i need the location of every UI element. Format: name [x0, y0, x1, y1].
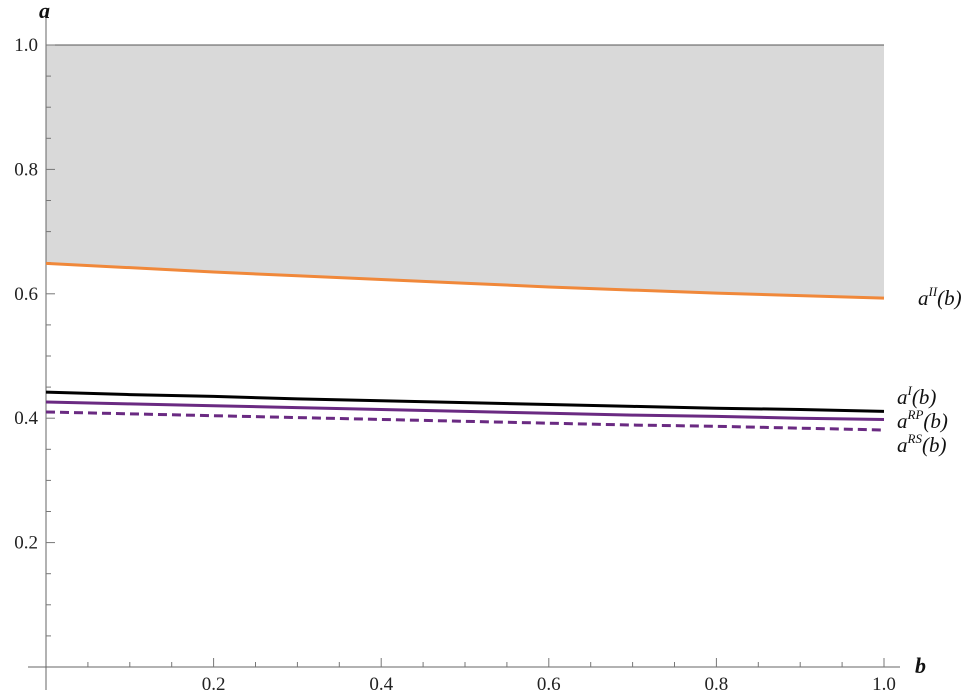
series-line-rs — [45, 410, 885, 432]
series-label-rs: aRS(b) — [897, 431, 946, 457]
x-tick-label: 1.0 — [872, 674, 896, 695]
shaded-region-layer — [46, 44, 884, 299]
series-line-rp — [45, 400, 885, 421]
series-line-ii — [45, 261, 885, 300]
y-axis-title: a — [39, 0, 50, 23]
series-labels: aII(b) aI(b)aRP(b)aRS(b) — [897, 284, 962, 457]
series-lines — [45, 261, 885, 432]
x-tick-label: 0.4 — [369, 674, 393, 695]
x-tick-label: 0.2 — [202, 674, 226, 695]
y-tick-label: 0.8 — [14, 159, 38, 180]
y-tick-label: 0.2 — [14, 533, 38, 554]
y-tick-label: 0.6 — [14, 284, 38, 305]
series-label-ii: aII(b) — [918, 284, 962, 310]
y-tick-label: 0.4 — [14, 408, 38, 429]
x-tick-label: 0.6 — [537, 674, 561, 695]
x-tick-label: 0.8 — [705, 674, 729, 695]
series-label-rp: aRP(b) — [897, 407, 948, 433]
y-tick-label: 1.0 — [14, 35, 38, 56]
series-label-i: aI(b) — [897, 383, 936, 409]
shaded-region — [46, 45, 884, 299]
series-line-i — [45, 390, 885, 413]
axes: 0.2 0.4 0.6 0.8 1.0 0.2 0.4 0.6 0.8 1.0 — [14, 12, 900, 695]
x-axis-title: b — [915, 653, 926, 678]
